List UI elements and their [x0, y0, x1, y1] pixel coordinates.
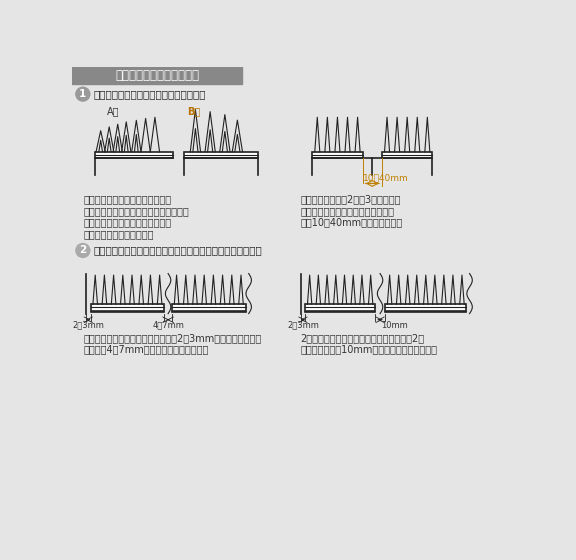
Text: 本体は鳥が飛来してくる側に並べます。: 本体は鳥が飛来してくる側に並べます。 [94, 89, 206, 99]
Text: 4〜7mm: 4〜7mm [152, 320, 184, 329]
Bar [312, 152, 363, 158]
Text: 2〜3mm: 2〜3mm [73, 320, 104, 329]
Text: 奥行が広いときは2列、3列と取り付
けても構いません。そのときの列間
隔は10〜40mmにして下さい。: 奥行が広いときは2列、3列と取り付 けても構いません。そのときの列間 隔は10〜… [301, 194, 403, 227]
Bar [184, 152, 258, 158]
Bar [172, 304, 245, 310]
Bar [90, 304, 164, 310]
Text: 10〜40mm: 10〜40mm [363, 174, 409, 183]
Text: 本体は熱膨張しますので、並べる時は間隔をあけて下さい。: 本体は熱膨張しますので、並べる時は間隔をあけて下さい。 [94, 245, 263, 255]
Text: A型: A型 [107, 106, 119, 116]
Text: 取付方法と、取付上の注意: 取付方法と、取付上の注意 [115, 69, 199, 82]
Circle shape [76, 244, 90, 258]
Text: B型: B型 [187, 106, 200, 116]
Text: 2枚連結して本体を使用するときは、次の2枚
連結との間に約10mmの間隔をとって下さい。: 2枚連結して本体を使用するときは、次の2枚 連結との間に約10mmの間隔をとって… [301, 333, 438, 354]
Bar [385, 304, 467, 310]
Bar [305, 304, 375, 310]
Text: 2〜3mm: 2〜3mm [287, 320, 319, 329]
Bar [72, 67, 242, 84]
Text: 2: 2 [79, 245, 86, 255]
Bar [95, 152, 173, 158]
Text: 1: 1 [79, 89, 86, 99]
Text: 10mm: 10mm [381, 320, 408, 329]
Circle shape [76, 87, 90, 101]
Text: 本体を並べ始めるときは、建物より2〜3mm離して取り付け、
本体間は4〜7mmの間隔をとって下さい。: 本体を並べ始めるときは、建物より2〜3mm離して取り付け、 本体間は4〜7mmの… [84, 333, 262, 354]
Text: 本体の向きは、本体連結部が鳥の
飛来する側に来ないようにして下さい。
本体は鳥の飛来する場所の端いっ
ぱいに取り付けて下さい。: 本体の向きは、本体連結部が鳥の 飛来する側に来ないようにして下さい。 本体は鳥の… [84, 194, 190, 239]
Bar [382, 152, 433, 158]
